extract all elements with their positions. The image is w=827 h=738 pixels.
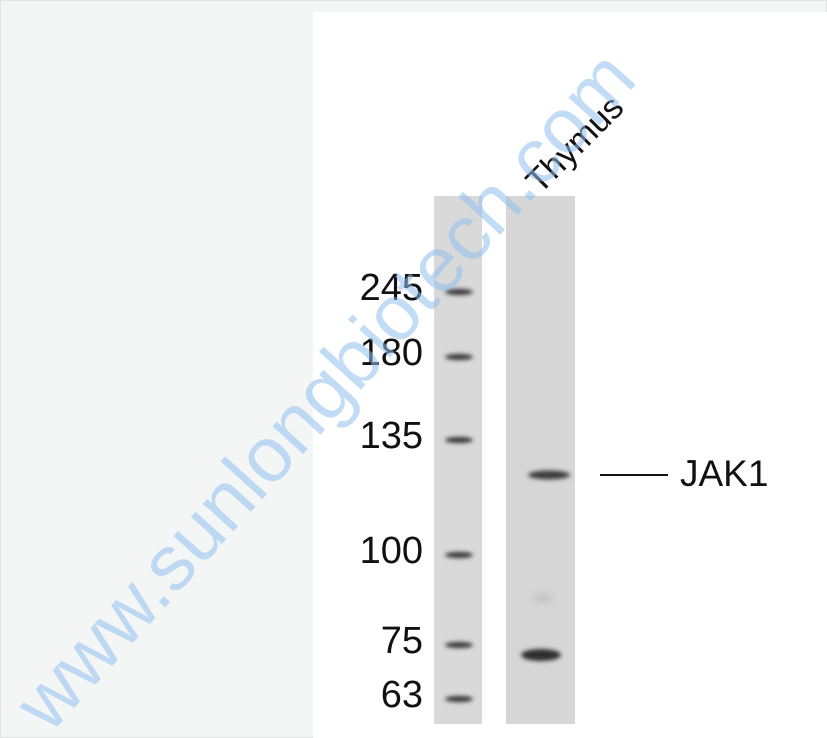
lower-band <box>521 649 561 661</box>
marker-label: 100 <box>360 530 423 572</box>
ladder-band <box>445 354 473 360</box>
marker-label: 75 <box>381 620 423 662</box>
marker-label: 63 <box>381 674 423 716</box>
target-band <box>528 471 570 480</box>
screenshot: 2451801351007563 Thymus JAK1 www.sunlong… <box>0 0 827 738</box>
sample-lane <box>506 196 575 724</box>
marker-label: 135 <box>360 415 423 457</box>
ladder-band <box>445 552 473 558</box>
faint-band <box>533 595 553 601</box>
page: {"blot": { "lane_label": "Thymus", "mark… <box>0 0 827 738</box>
ladder-band <box>445 696 473 702</box>
ladder-band <box>445 642 473 648</box>
band-label: JAK1 <box>680 453 768 494</box>
ladder-band <box>445 437 473 443</box>
